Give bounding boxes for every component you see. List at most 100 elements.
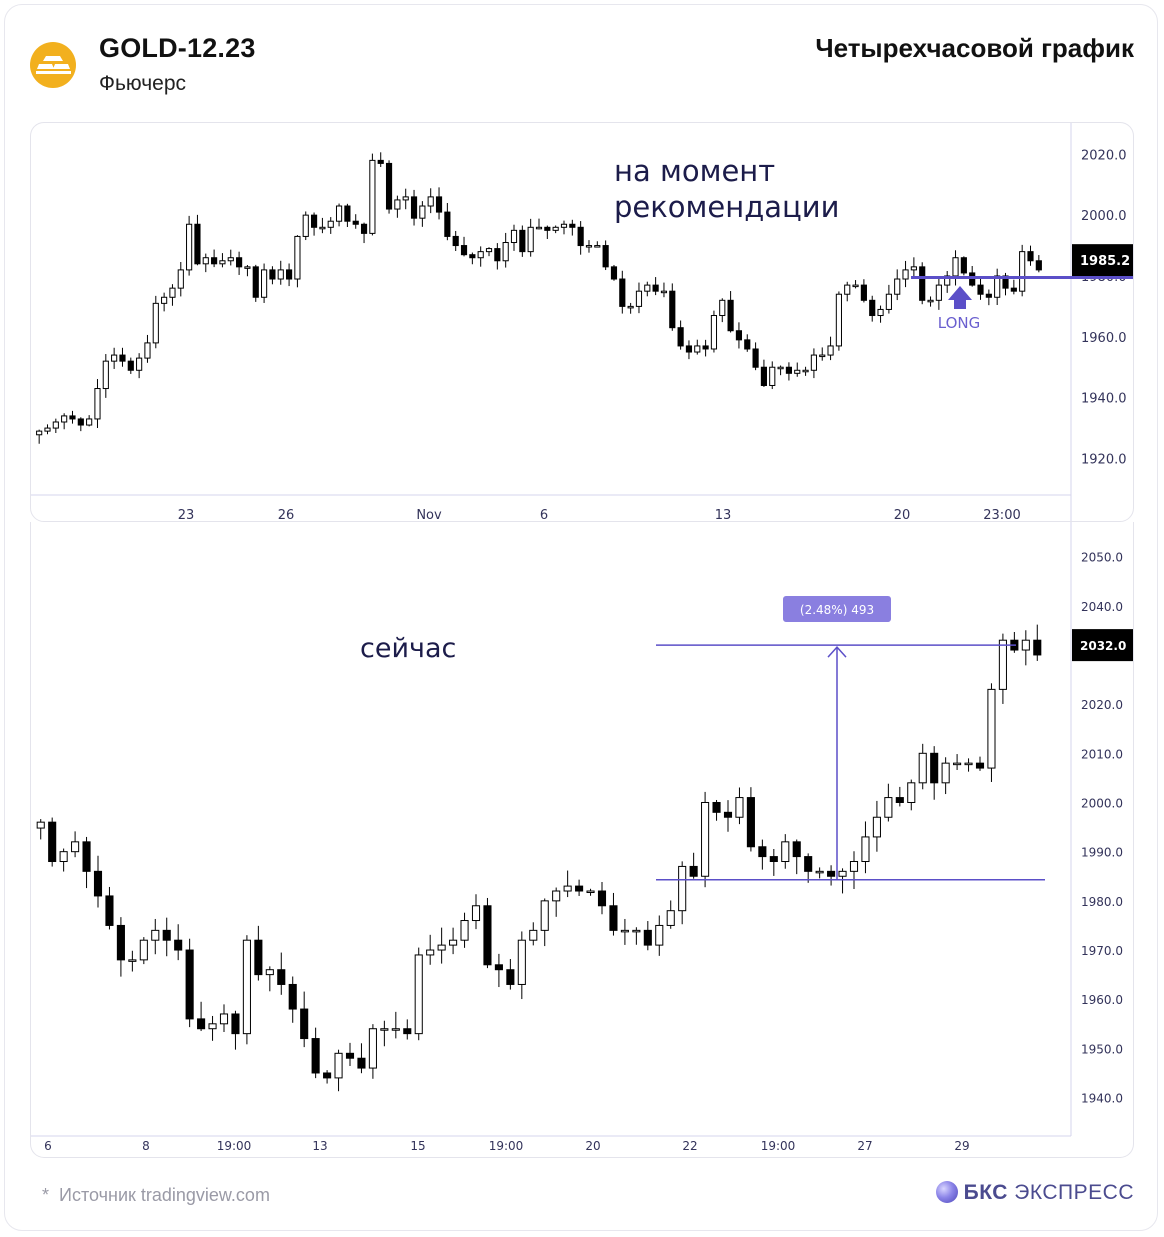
candle-up [219, 260, 226, 265]
candle-down [119, 354, 126, 362]
y-tick-label: 2010.0 [1081, 747, 1123, 761]
candle-up [872, 816, 881, 838]
candle-up [335, 205, 343, 222]
candle-down [685, 345, 693, 353]
candle-up [144, 342, 151, 359]
candle-down [345, 1052, 355, 1059]
candle-down [919, 266, 926, 301]
candle-down [300, 1008, 309, 1040]
candle-up [710, 315, 718, 350]
candle-up [244, 266, 251, 269]
x-tick-label: 19:00 [489, 1139, 524, 1153]
candle-down [1035, 260, 1042, 271]
chart-annotation: на момент [614, 154, 775, 188]
candle-up [627, 305, 634, 309]
candle-up [994, 275, 1001, 298]
candle-up [852, 284, 859, 288]
candle-up [169, 287, 176, 298]
candle-up [884, 797, 893, 818]
candle-up [380, 1028, 389, 1031]
candle-down [288, 983, 297, 1010]
candle-down [712, 801, 721, 813]
candle-up [666, 910, 675, 926]
candle-down [977, 284, 984, 295]
candle-down [575, 885, 584, 892]
candle-down [93, 870, 103, 897]
candle-up [935, 284, 942, 301]
candle-up [44, 427, 51, 432]
chart-panel-now: 2050.0 2040.0 2020.0 2010.0 2000.0 1990.0 1980… [30, 522, 1134, 1158]
x-tick-label: 27 [857, 1139, 872, 1153]
candle-down [609, 905, 618, 931]
candle-up [632, 929, 641, 933]
candle-down [975, 762, 985, 769]
candle-down [827, 870, 836, 877]
candle-up [202, 257, 209, 265]
candle-down [895, 797, 904, 803]
y-tick-label: 1940.0 [1081, 1092, 1123, 1106]
candle-down [252, 266, 259, 298]
candle-down [1002, 275, 1009, 289]
candle-up [419, 205, 426, 219]
candle-up [517, 939, 526, 985]
candle-up [563, 885, 572, 892]
candle-down [689, 865, 698, 877]
candle-down [286, 269, 293, 280]
candle-up [885, 293, 892, 310]
instrument-type: Фьючерс [99, 72, 186, 95]
candle-up [402, 196, 409, 201]
candle-down [116, 924, 125, 961]
candle-down [211, 257, 218, 265]
y-tick-label: 1980.0 [1081, 895, 1123, 909]
y-tick-label: 1960.0 [1081, 331, 1127, 346]
candle-up [426, 949, 435, 956]
x-tick-label: Nov [416, 508, 442, 522]
candle-up [94, 388, 101, 420]
candle-up [944, 275, 951, 286]
candle-up [877, 308, 884, 317]
x-tick-label: 13 [312, 1139, 327, 1153]
y-tick-label: 1950.0 [1081, 1042, 1123, 1056]
candle-up [61, 415, 68, 423]
x-tick-label: 23:00 [983, 508, 1020, 522]
candle-up [838, 870, 847, 877]
chart-panel-recommendation: 2020.02000.01980.01960.01940.01920.02326… [30, 122, 1134, 522]
x-tick-label: 8 [142, 1139, 150, 1153]
card-frame [4, 4, 1158, 1231]
candle-down [752, 348, 759, 368]
candle-down [385, 162, 393, 210]
candle-up [998, 639, 1007, 690]
x-tick-label: 19:00 [761, 1139, 796, 1153]
candle-down [494, 248, 501, 262]
candle-down [969, 272, 976, 286]
x-tick-label: 13 [715, 508, 732, 522]
chart-timeframe-title: Четырехчасовой график [815, 33, 1134, 63]
candle-up [302, 214, 309, 237]
measure-label-box [783, 596, 891, 622]
candle-up [861, 836, 870, 863]
candle-up [694, 345, 701, 353]
candle-up [660, 290, 668, 294]
candle-down [702, 345, 709, 350]
candle-down [610, 266, 618, 280]
x-tick-label: 20 [894, 508, 911, 522]
candle-up [277, 269, 284, 280]
candle-up [781, 841, 790, 863]
candle-down [174, 939, 183, 951]
candle-down [231, 1013, 240, 1035]
candle-down [746, 797, 755, 848]
candle-down [483, 905, 492, 966]
candle-up [952, 257, 959, 277]
candle-up [449, 939, 458, 946]
candle-up [527, 226, 534, 253]
x-tick-label: 6 [540, 508, 548, 522]
candle-down [494, 964, 503, 971]
candle-down [960, 257, 967, 274]
candle-up [849, 861, 859, 872]
chart-recommendation-svg: 2020.02000.01980.01960.01940.01920.02326… [31, 123, 1133, 522]
candle-up [827, 345, 834, 356]
candle-down [197, 1018, 206, 1030]
candle-up [242, 939, 251, 1035]
candle-down [544, 226, 551, 231]
candle-down [804, 856, 813, 872]
